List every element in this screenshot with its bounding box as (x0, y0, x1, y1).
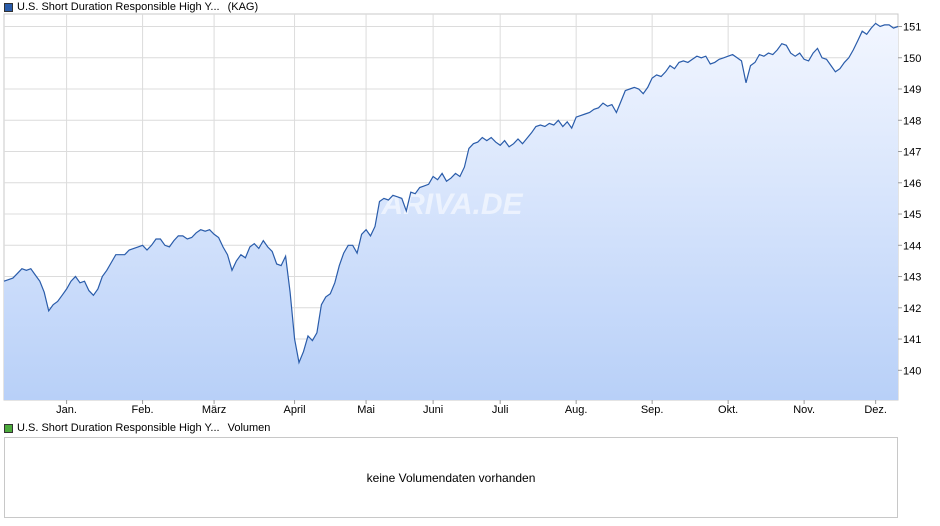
y-tick-label: 143 (903, 272, 921, 284)
volume-panel: keine Volumendaten vorhanden (4, 437, 898, 518)
y-tick-label: 141 (903, 334, 921, 346)
y-axis-ticks: 140 141 142 143 144 145 146 147 148 149 150 151 (898, 22, 921, 377)
volume-series-name: U.S. Short Duration Responsible High Y..… (17, 422, 220, 434)
x-tick-label: Aug. (565, 404, 588, 416)
watermark-logo: ARIVA.DE (380, 188, 523, 221)
volume-series-tag: Volumen (227, 422, 271, 434)
x-tick-label: Okt. (718, 404, 738, 416)
price-series-swatch (4, 2, 13, 12)
x-tick-label: März (202, 404, 226, 416)
volume-legend: U.S. Short Duration Responsible High Y..… (4, 421, 278, 435)
y-tick-label: 150 (903, 53, 921, 65)
y-tick-label: 144 (903, 240, 921, 252)
x-tick-label: Feb. (132, 404, 154, 416)
price-line (3, 22, 899, 365)
y-tick-label: 149 (903, 84, 921, 96)
x-tick-label: April (284, 404, 306, 416)
volume-series-swatch (4, 423, 13, 433)
y-tick-label: 151 (903, 22, 921, 34)
price-area-fill (4, 23, 898, 401)
x-tick-label: Jan. (56, 404, 77, 416)
price-series-name: U.S. Short Duration Responsible High Y..… (17, 1, 220, 13)
price-legend: U.S. Short Duration Responsible High Y..… (4, 0, 266, 14)
price-chart: ARIVA.DE Jan. Feb. März April Mai Juni Juli Aug… (3, 13, 921, 416)
y-tick-label: 140 (903, 365, 921, 377)
x-tick-label: Mai (357, 404, 375, 416)
y-tick-label: 147 (903, 147, 921, 159)
x-axis-ticks: Jan. Feb. März April Mai Juni Juli Aug. Sep. Okt.… (56, 400, 887, 416)
x-tick-label: Juni (423, 404, 443, 416)
x-tick-label: Juli (492, 404, 509, 416)
price-series-tag: (KAG) (227, 1, 259, 13)
x-tick-label: Dez. (864, 404, 887, 416)
y-tick-label: 146 (903, 178, 921, 190)
x-tick-label: Sep. (641, 404, 664, 416)
y-tick-label: 148 (903, 115, 921, 127)
no-volume-data-message: keine Volumendaten vorhanden (366, 471, 536, 485)
y-tick-label: 145 (903, 209, 921, 221)
y-tick-label: 142 (903, 303, 921, 315)
x-tick-label: Nov. (793, 404, 815, 416)
